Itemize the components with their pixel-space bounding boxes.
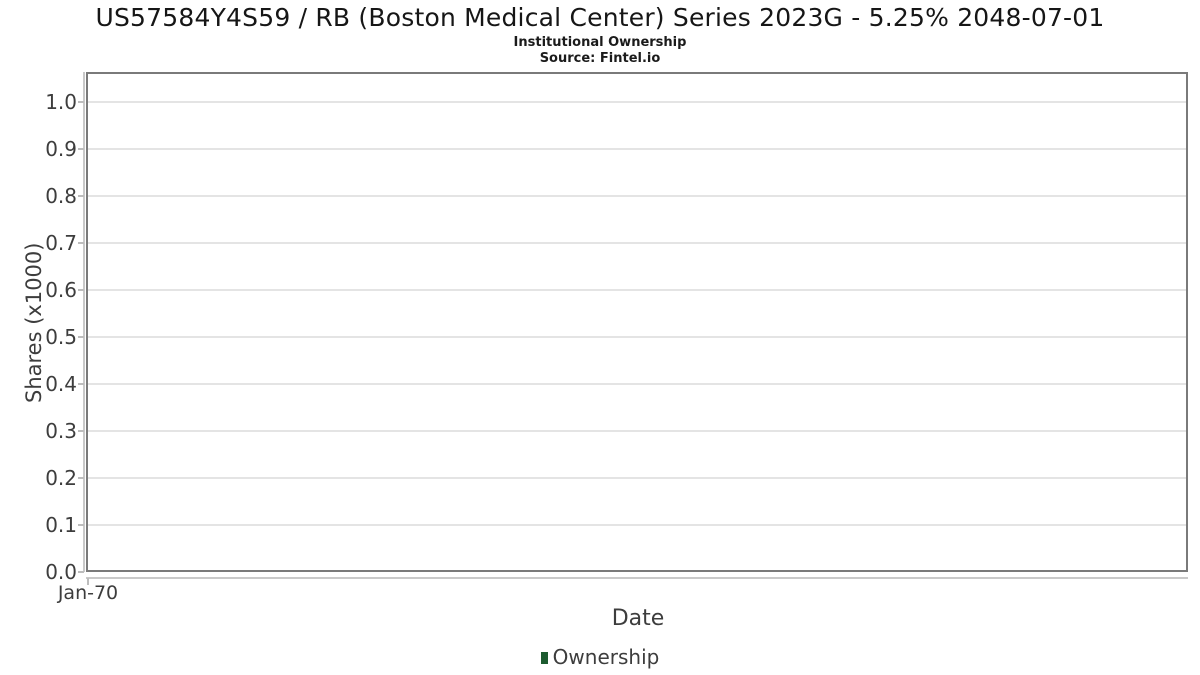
x-tick-label: Jan-70 <box>57 582 119 604</box>
y-tick-label: 0.7 <box>45 231 77 255</box>
gridline <box>88 477 1186 479</box>
y-tick-mark <box>78 148 84 150</box>
gridline <box>88 383 1186 385</box>
chart-title: US57584Y4S59 / RB (Boston Medical Center… <box>95 3 1105 32</box>
y-tick-mark <box>78 524 84 526</box>
y-tick-label: 1.0 <box>45 90 77 114</box>
gridline <box>88 195 1186 197</box>
y-tick-label: 0.4 <box>45 372 77 396</box>
y-tick-label: 0.8 <box>45 184 77 208</box>
y-tick-mark <box>78 195 84 197</box>
y-tick-label: 0.1 <box>45 513 77 537</box>
gridline <box>88 524 1186 526</box>
y-tick-label: 0.9 <box>45 137 77 161</box>
gridline <box>88 148 1186 150</box>
x-axis-label: Date <box>611 606 665 631</box>
y-tick-mark <box>78 571 84 573</box>
chart-subtitle: Institutional Ownership <box>513 35 687 50</box>
gridline <box>88 242 1186 244</box>
y-tick-mark <box>78 336 84 338</box>
gridline <box>88 101 1186 103</box>
y-tick-label: 0.5 <box>45 325 77 349</box>
gridline <box>88 430 1186 432</box>
x-axis-line <box>86 577 1188 579</box>
y-tick-label: 0.2 <box>45 466 77 490</box>
plot-area <box>86 72 1188 572</box>
y-tick-label: 0.6 <box>45 278 77 302</box>
legend-swatch-ownership <box>540 652 548 664</box>
legend-label-ownership: Ownership <box>552 645 660 669</box>
gridline <box>88 336 1186 338</box>
chart-source: Source: Fintel.io <box>539 51 661 66</box>
y-tick-mark <box>78 101 84 103</box>
y-axis-line <box>83 72 85 572</box>
x-tick-mark <box>87 578 89 585</box>
y-tick-mark <box>78 477 84 479</box>
legend: Ownership <box>0 645 1200 669</box>
y-tick-label: 0.0 <box>45 560 77 584</box>
y-tick-mark <box>78 430 84 432</box>
gridline <box>88 289 1186 291</box>
y-tick-mark <box>78 242 84 244</box>
y-tick-mark <box>78 289 84 291</box>
y-tick-label: 0.3 <box>45 419 77 443</box>
y-tick-mark <box>78 383 84 385</box>
